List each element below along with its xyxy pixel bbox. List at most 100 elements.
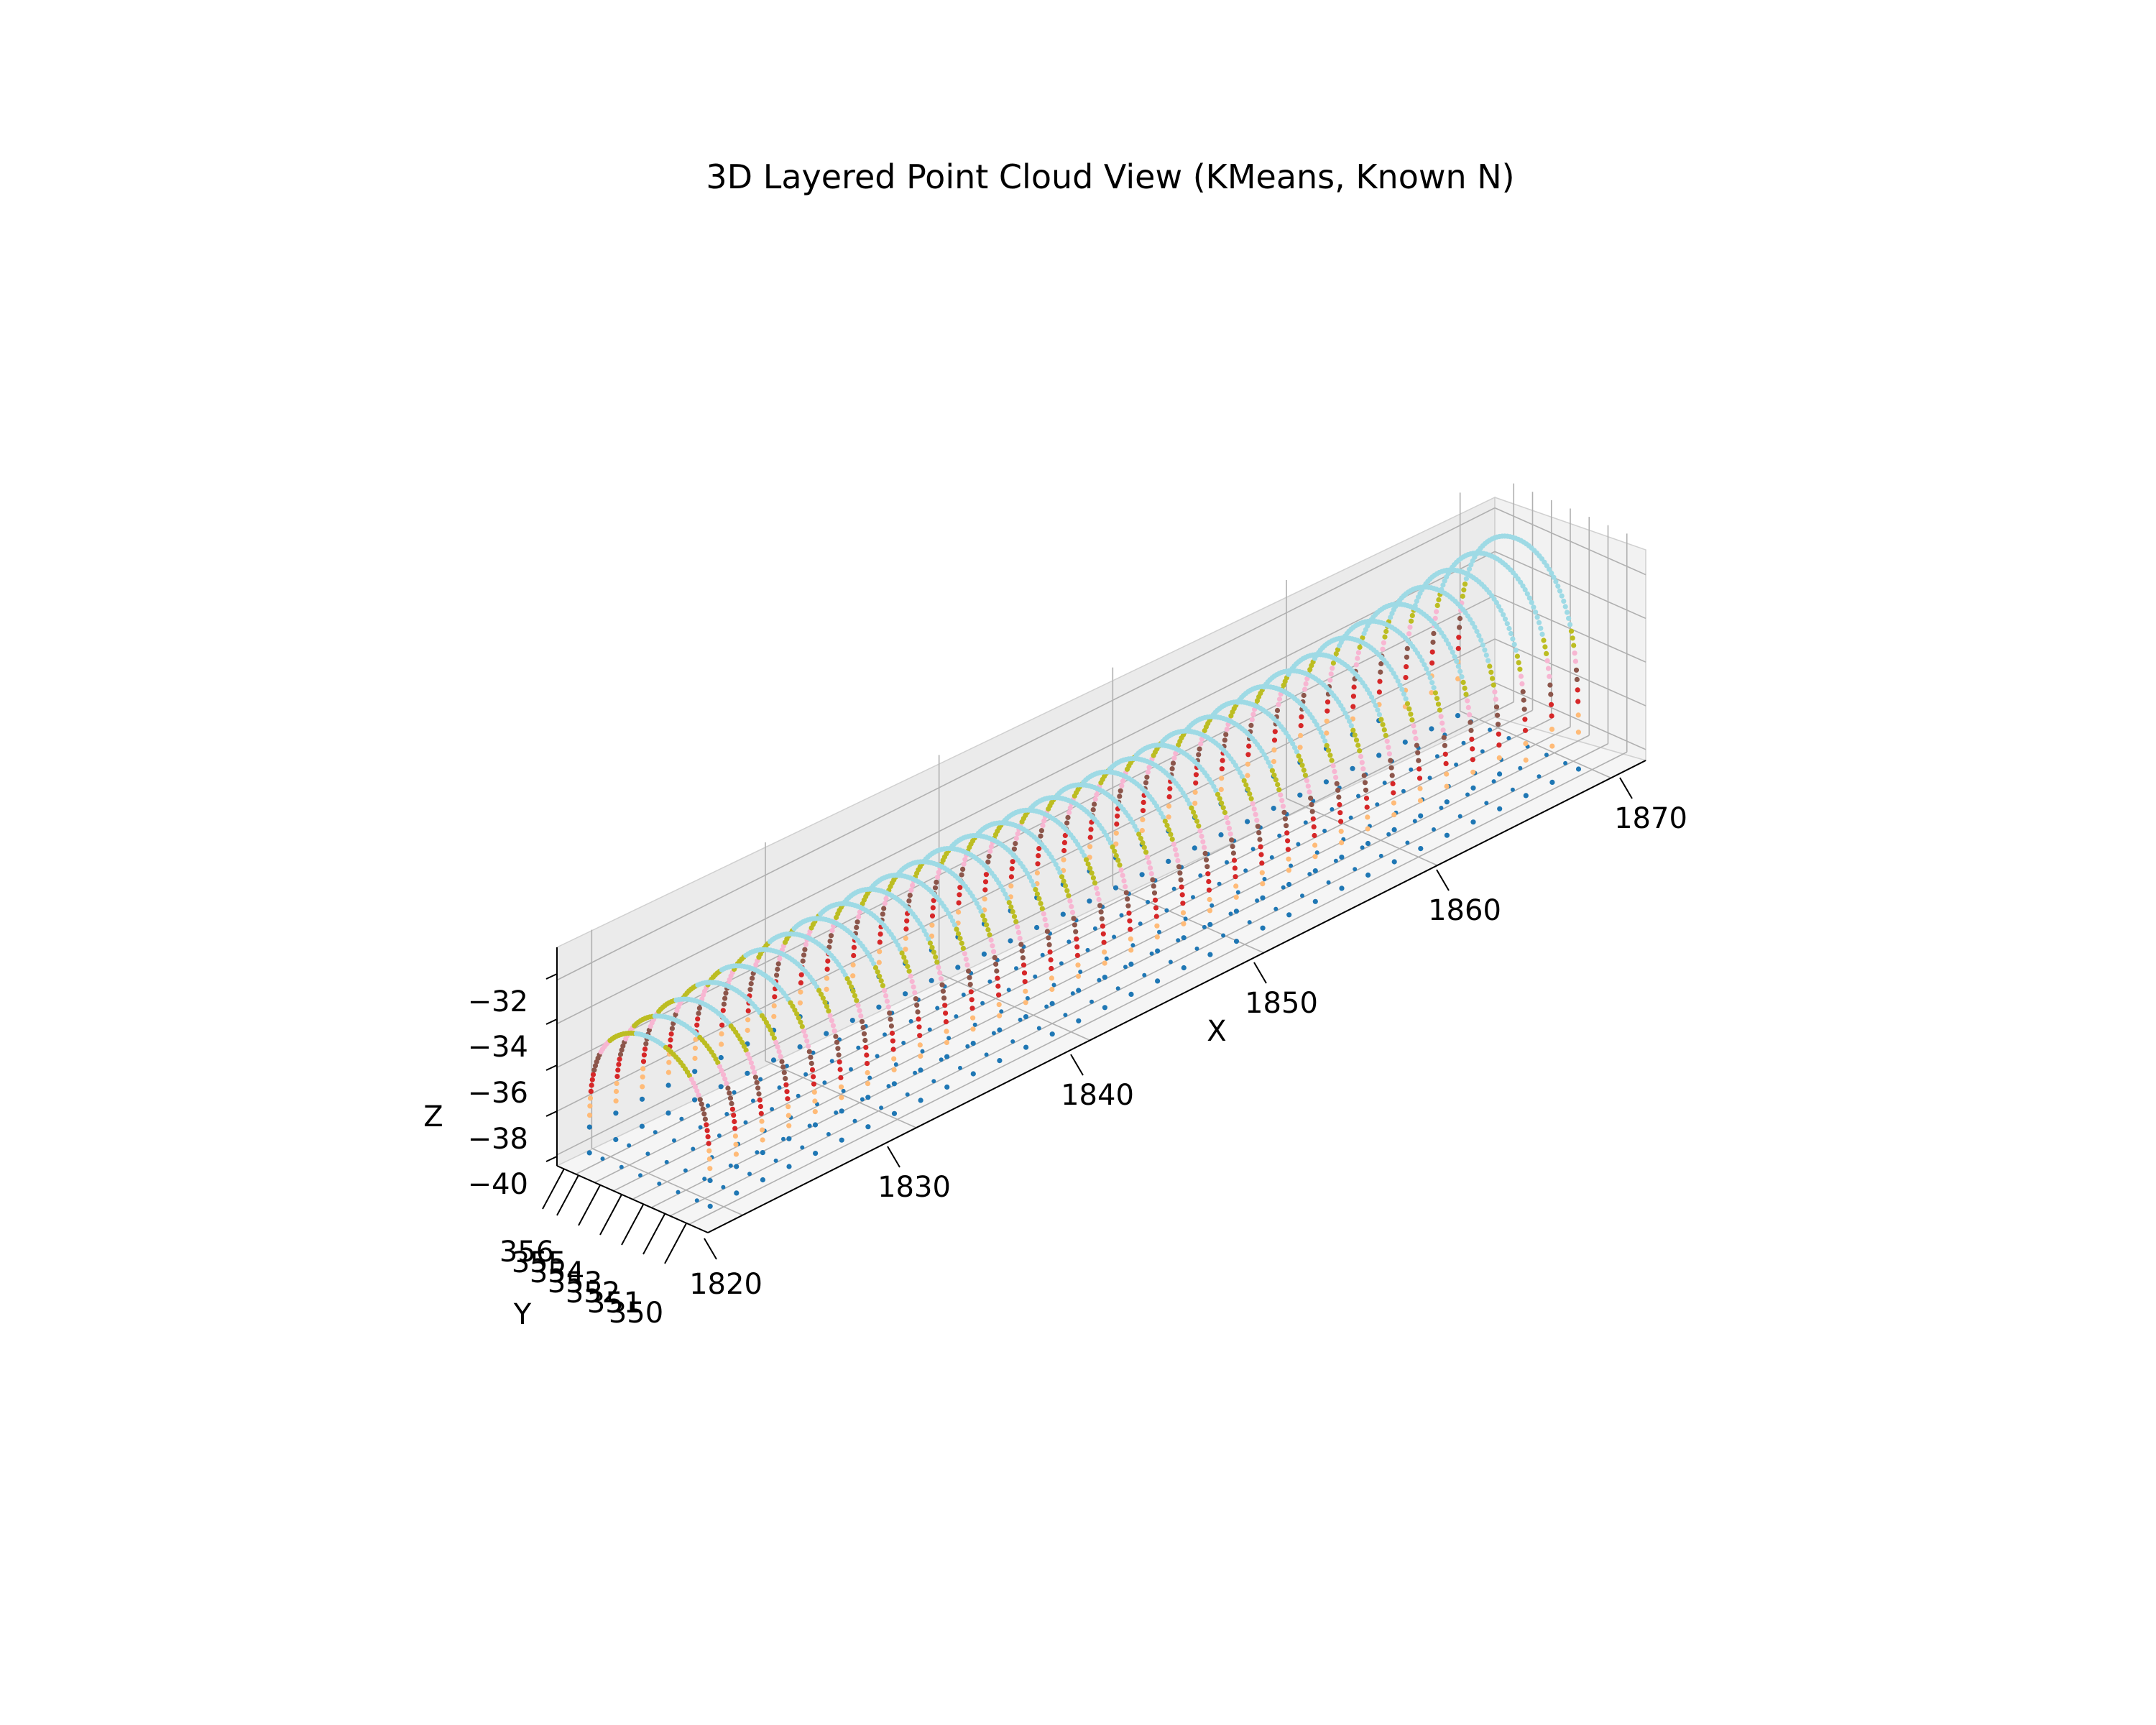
data-point [1364,804,1370,810]
data-point [1334,781,1340,786]
data-point [1333,775,1339,781]
data-point [1496,604,1502,610]
data-point [1139,827,1145,834]
data-point [1461,740,1466,745]
data-point [775,1044,780,1050]
data-point [851,944,857,950]
data-point [1513,648,1519,653]
data-point [987,932,992,938]
z-ticks: −32 −34 −36 −38 −40 [468,973,558,1201]
data-point [942,1003,948,1008]
data-point [1018,1017,1023,1022]
data-point [696,1006,703,1011]
data-point [1443,760,1449,766]
y-axis-label: Y [513,1298,532,1331]
data-point [1369,694,1375,700]
data-point [1169,837,1175,842]
data-point [1271,737,1278,743]
data-point [1197,828,1203,834]
data-point [745,1052,751,1057]
grid-line [1494,551,1646,620]
data-point [1128,961,1134,967]
data-point [1522,727,1529,733]
data-point [1166,827,1172,833]
data-point [835,1046,841,1052]
data-point [1327,677,1333,683]
data-point [864,1061,870,1067]
data-point [1132,824,1138,829]
data-point [1322,829,1327,833]
data-point [961,861,967,867]
data-point [1228,911,1233,916]
data-point [913,996,918,1002]
data-point [664,1159,669,1164]
data-point [1239,773,1245,779]
data-point [1323,779,1329,785]
data-point [1520,689,1526,695]
data-point [1279,798,1285,804]
data-point [1429,660,1435,666]
data-point [1429,726,1434,732]
y-tick-label: 355 [512,1246,566,1279]
data-point [797,1044,803,1050]
data-point [668,1031,674,1037]
data-point [1443,637,1449,643]
data-point [1468,562,1474,568]
data-point [1355,656,1360,661]
data-point [798,989,803,995]
data-point [1444,799,1450,805]
data-point [882,988,888,993]
data-point [798,1019,803,1025]
grid-line [1494,594,1646,663]
data-point [1544,563,1549,569]
data-point [1074,936,1079,942]
data-point [1233,874,1238,880]
data-point [666,1059,672,1065]
data-point [803,942,808,947]
data-point [1193,772,1199,778]
data-point [1460,593,1465,599]
data-point [917,1033,923,1039]
data-point [1457,668,1463,674]
data-point [747,1056,752,1062]
data-point [982,887,988,893]
data-point [1036,1026,1041,1031]
data-point [696,1092,701,1098]
data-point [1401,788,1406,794]
data-point [1376,712,1382,717]
data-point [759,1118,765,1124]
data-point [1325,708,1330,714]
data-point [1278,792,1284,798]
data-point [1008,874,1014,880]
data-point [1544,650,1549,657]
data-point [1462,581,1468,587]
data-point [1098,909,1104,915]
data-point [1457,625,1462,630]
data-point [829,1059,834,1064]
data-point [1388,765,1394,770]
data-point [1276,702,1281,707]
data-point [1382,781,1387,786]
data-point [1547,682,1553,688]
data-point [1545,666,1552,671]
data-point [1417,786,1423,791]
data-point [1021,970,1028,976]
data-point [1355,650,1361,656]
data-point [1316,726,1322,732]
data-point [1411,729,1418,735]
data-point [1033,887,1038,893]
data-point [1427,776,1432,781]
data-point [1551,574,1557,580]
data-point [1377,678,1383,684]
data-point [1544,753,1549,758]
data-point [995,983,1001,989]
data-point [1320,734,1326,740]
data-point [798,980,803,985]
data-point [837,1067,843,1072]
data-point [967,975,972,980]
data-point [1015,831,1021,837]
data-point [590,1072,596,1077]
data-point [931,949,936,955]
data-point [1034,924,1040,931]
data-point [613,1110,619,1116]
